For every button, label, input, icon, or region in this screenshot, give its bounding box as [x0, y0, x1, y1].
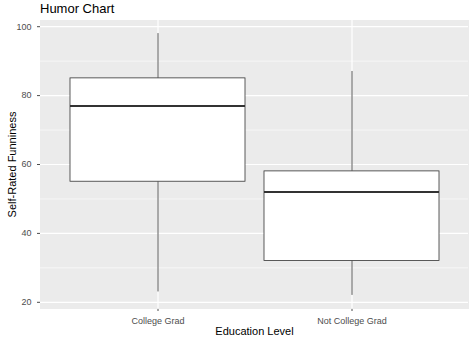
svg-text:40: 40 [21, 228, 31, 238]
svg-text:Not College Grad: Not College Grad [317, 316, 387, 326]
svg-text:100: 100 [16, 22, 31, 32]
svg-text:College Grad: College Grad [131, 316, 184, 326]
svg-text:60: 60 [21, 159, 31, 169]
svg-text:Education Level: Education Level [215, 325, 293, 337]
svg-text:80: 80 [21, 90, 31, 100]
html-text:Humor Chart: Humor Chart [40, 1, 115, 16]
svg-text:20: 20 [21, 297, 31, 307]
svg-text:Self-Rated Funniness: Self-Rated Funniness [6, 111, 18, 217]
